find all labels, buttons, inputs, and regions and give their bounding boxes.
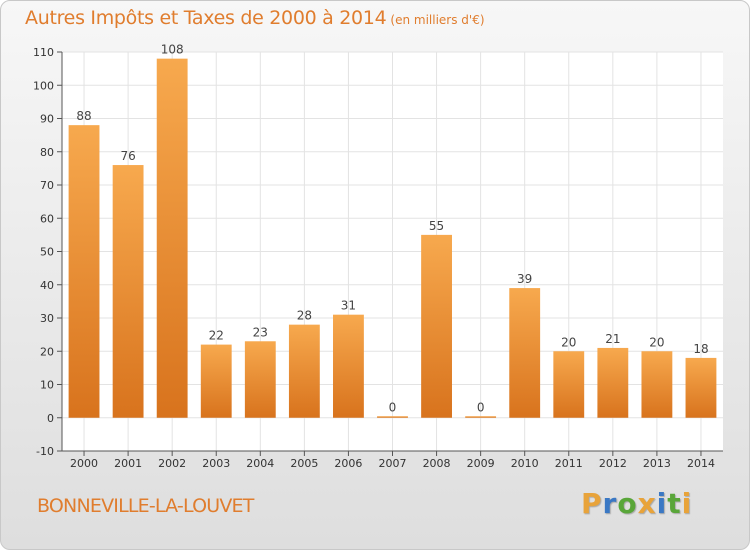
x-tick-label: 2000 (70, 457, 98, 470)
y-tick-label: 40 (40, 279, 54, 292)
value-label: 20 (649, 335, 664, 349)
bars (68, 58, 717, 418)
y-tick-label: -10 (36, 445, 54, 458)
logo-letter: r (602, 487, 618, 520)
value-label: 39 (517, 272, 532, 286)
x-tick-label: 2010 (511, 457, 539, 470)
x-tick-label: 2008 (423, 457, 451, 470)
value-label: 23 (253, 325, 268, 339)
y-tick-label: 110 (33, 46, 54, 59)
bar (465, 416, 497, 418)
x-tick-label: 2006 (334, 457, 362, 470)
x-tick-label: 2004 (246, 457, 274, 470)
bar (641, 351, 673, 418)
bar (156, 58, 188, 418)
bar (112, 165, 144, 418)
bar (597, 347, 629, 418)
value-label: 20 (561, 335, 576, 349)
bar (244, 341, 276, 418)
y-tick-label: 0 (47, 412, 54, 425)
value-label: 76 (120, 149, 135, 163)
value-label: 22 (209, 329, 224, 343)
bar (68, 125, 100, 418)
y-tick-label: 80 (40, 146, 54, 159)
y-tick-label: 20 (40, 345, 54, 358)
value-label: 18 (693, 342, 708, 356)
bar (377, 416, 408, 418)
bar (200, 344, 232, 418)
x-tick-label: 2014 (687, 457, 715, 470)
axes (57, 51, 723, 456)
x-tick-label: 2013 (643, 457, 671, 470)
y-tick-label: 50 (40, 246, 54, 259)
x-tick-label: 2007 (379, 457, 407, 470)
value-label: 0 (477, 400, 485, 414)
y-tick-label: 70 (40, 179, 54, 192)
y-tick-label: 60 (40, 212, 54, 225)
value-label: 55 (429, 219, 444, 233)
value-label: 88 (76, 109, 91, 123)
bar (509, 288, 541, 418)
value-label: 108 (161, 43, 184, 57)
bar (685, 357, 717, 418)
logo-letter: t (667, 487, 682, 520)
logo-letter: x (637, 487, 657, 520)
value-label: 0 (389, 400, 397, 414)
logo-letter: P (581, 487, 603, 520)
y-tick-label: 100 (33, 79, 54, 92)
x-tick-label: 2005 (290, 457, 318, 470)
bar (333, 314, 364, 418)
bar (421, 234, 452, 418)
labels: -100102030405060708090100110882000762001… (33, 43, 715, 470)
x-tick-label: 2009 (467, 457, 495, 470)
value-label: 28 (297, 309, 312, 323)
bar (288, 324, 320, 418)
logo-letter: o (617, 487, 638, 520)
logo-letter: i (656, 487, 668, 520)
proxiti-logo: Proxiti (581, 487, 692, 520)
x-tick-label: 2011 (555, 457, 583, 470)
value-label: 21 (605, 332, 620, 346)
x-tick-label: 2003 (202, 457, 230, 470)
y-tick-label: 90 (40, 113, 54, 126)
x-tick-label: 2012 (599, 457, 627, 470)
x-tick-label: 2001 (114, 457, 142, 470)
value-label: 31 (341, 299, 356, 313)
chart-subtitle: (en milliers d'€) (390, 13, 485, 27)
y-tick-label: 10 (40, 379, 54, 392)
chart-title: Autres Impôts et Taxes de 2000 à 2014 (en… (25, 7, 485, 29)
logo-letter: i (681, 487, 693, 520)
x-tick-label: 2002 (158, 457, 186, 470)
y-tick-label: 30 (40, 312, 54, 325)
town-name: BONNEVILLE-LA-LOUVET (37, 495, 254, 517)
bar (553, 351, 585, 418)
